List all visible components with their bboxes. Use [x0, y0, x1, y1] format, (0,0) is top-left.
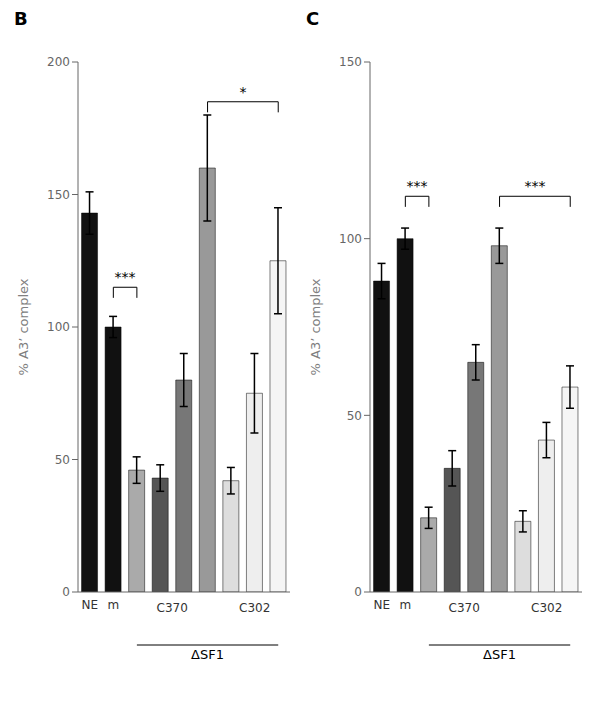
- svg-text:100: 100: [339, 232, 362, 246]
- svg-text:150: 150: [339, 55, 362, 69]
- svg-text:***: ***: [524, 178, 545, 194]
- svg-text:0: 0: [62, 585, 70, 599]
- svg-text:C370: C370: [157, 601, 188, 615]
- html-text:B: B: [14, 8, 28, 29]
- svg-text:C370: C370: [449, 601, 480, 615]
- svg-text:***: ***: [407, 178, 428, 194]
- svg-text:C302: C302: [239, 601, 270, 615]
- svg-text:m: m: [399, 598, 411, 612]
- svg-text:50: 50: [55, 453, 70, 467]
- svg-text:% A3’ complex: % A3’ complex: [308, 278, 323, 375]
- svg-text:0: 0: [354, 585, 362, 599]
- svg-text:100: 100: [47, 320, 70, 334]
- html-text:C: C: [306, 8, 320, 29]
- svg-text:ΔSF1: ΔSF1: [191, 647, 224, 662]
- svg-text:C302: C302: [531, 601, 562, 615]
- svg-text:150: 150: [47, 188, 70, 202]
- svg-text:***: ***: [115, 269, 136, 285]
- svg-text:m: m: [107, 598, 119, 612]
- svg-text:NE: NE: [81, 598, 98, 612]
- svg-text:200: 200: [47, 55, 70, 69]
- svg-text:ΔSF1: ΔSF1: [483, 647, 516, 662]
- svg-text:NE: NE: [373, 598, 390, 612]
- svg-text:*: *: [239, 84, 246, 100]
- svg-text:% A3’ complex: % A3’ complex: [16, 278, 31, 375]
- svg-text:50: 50: [347, 409, 362, 423]
